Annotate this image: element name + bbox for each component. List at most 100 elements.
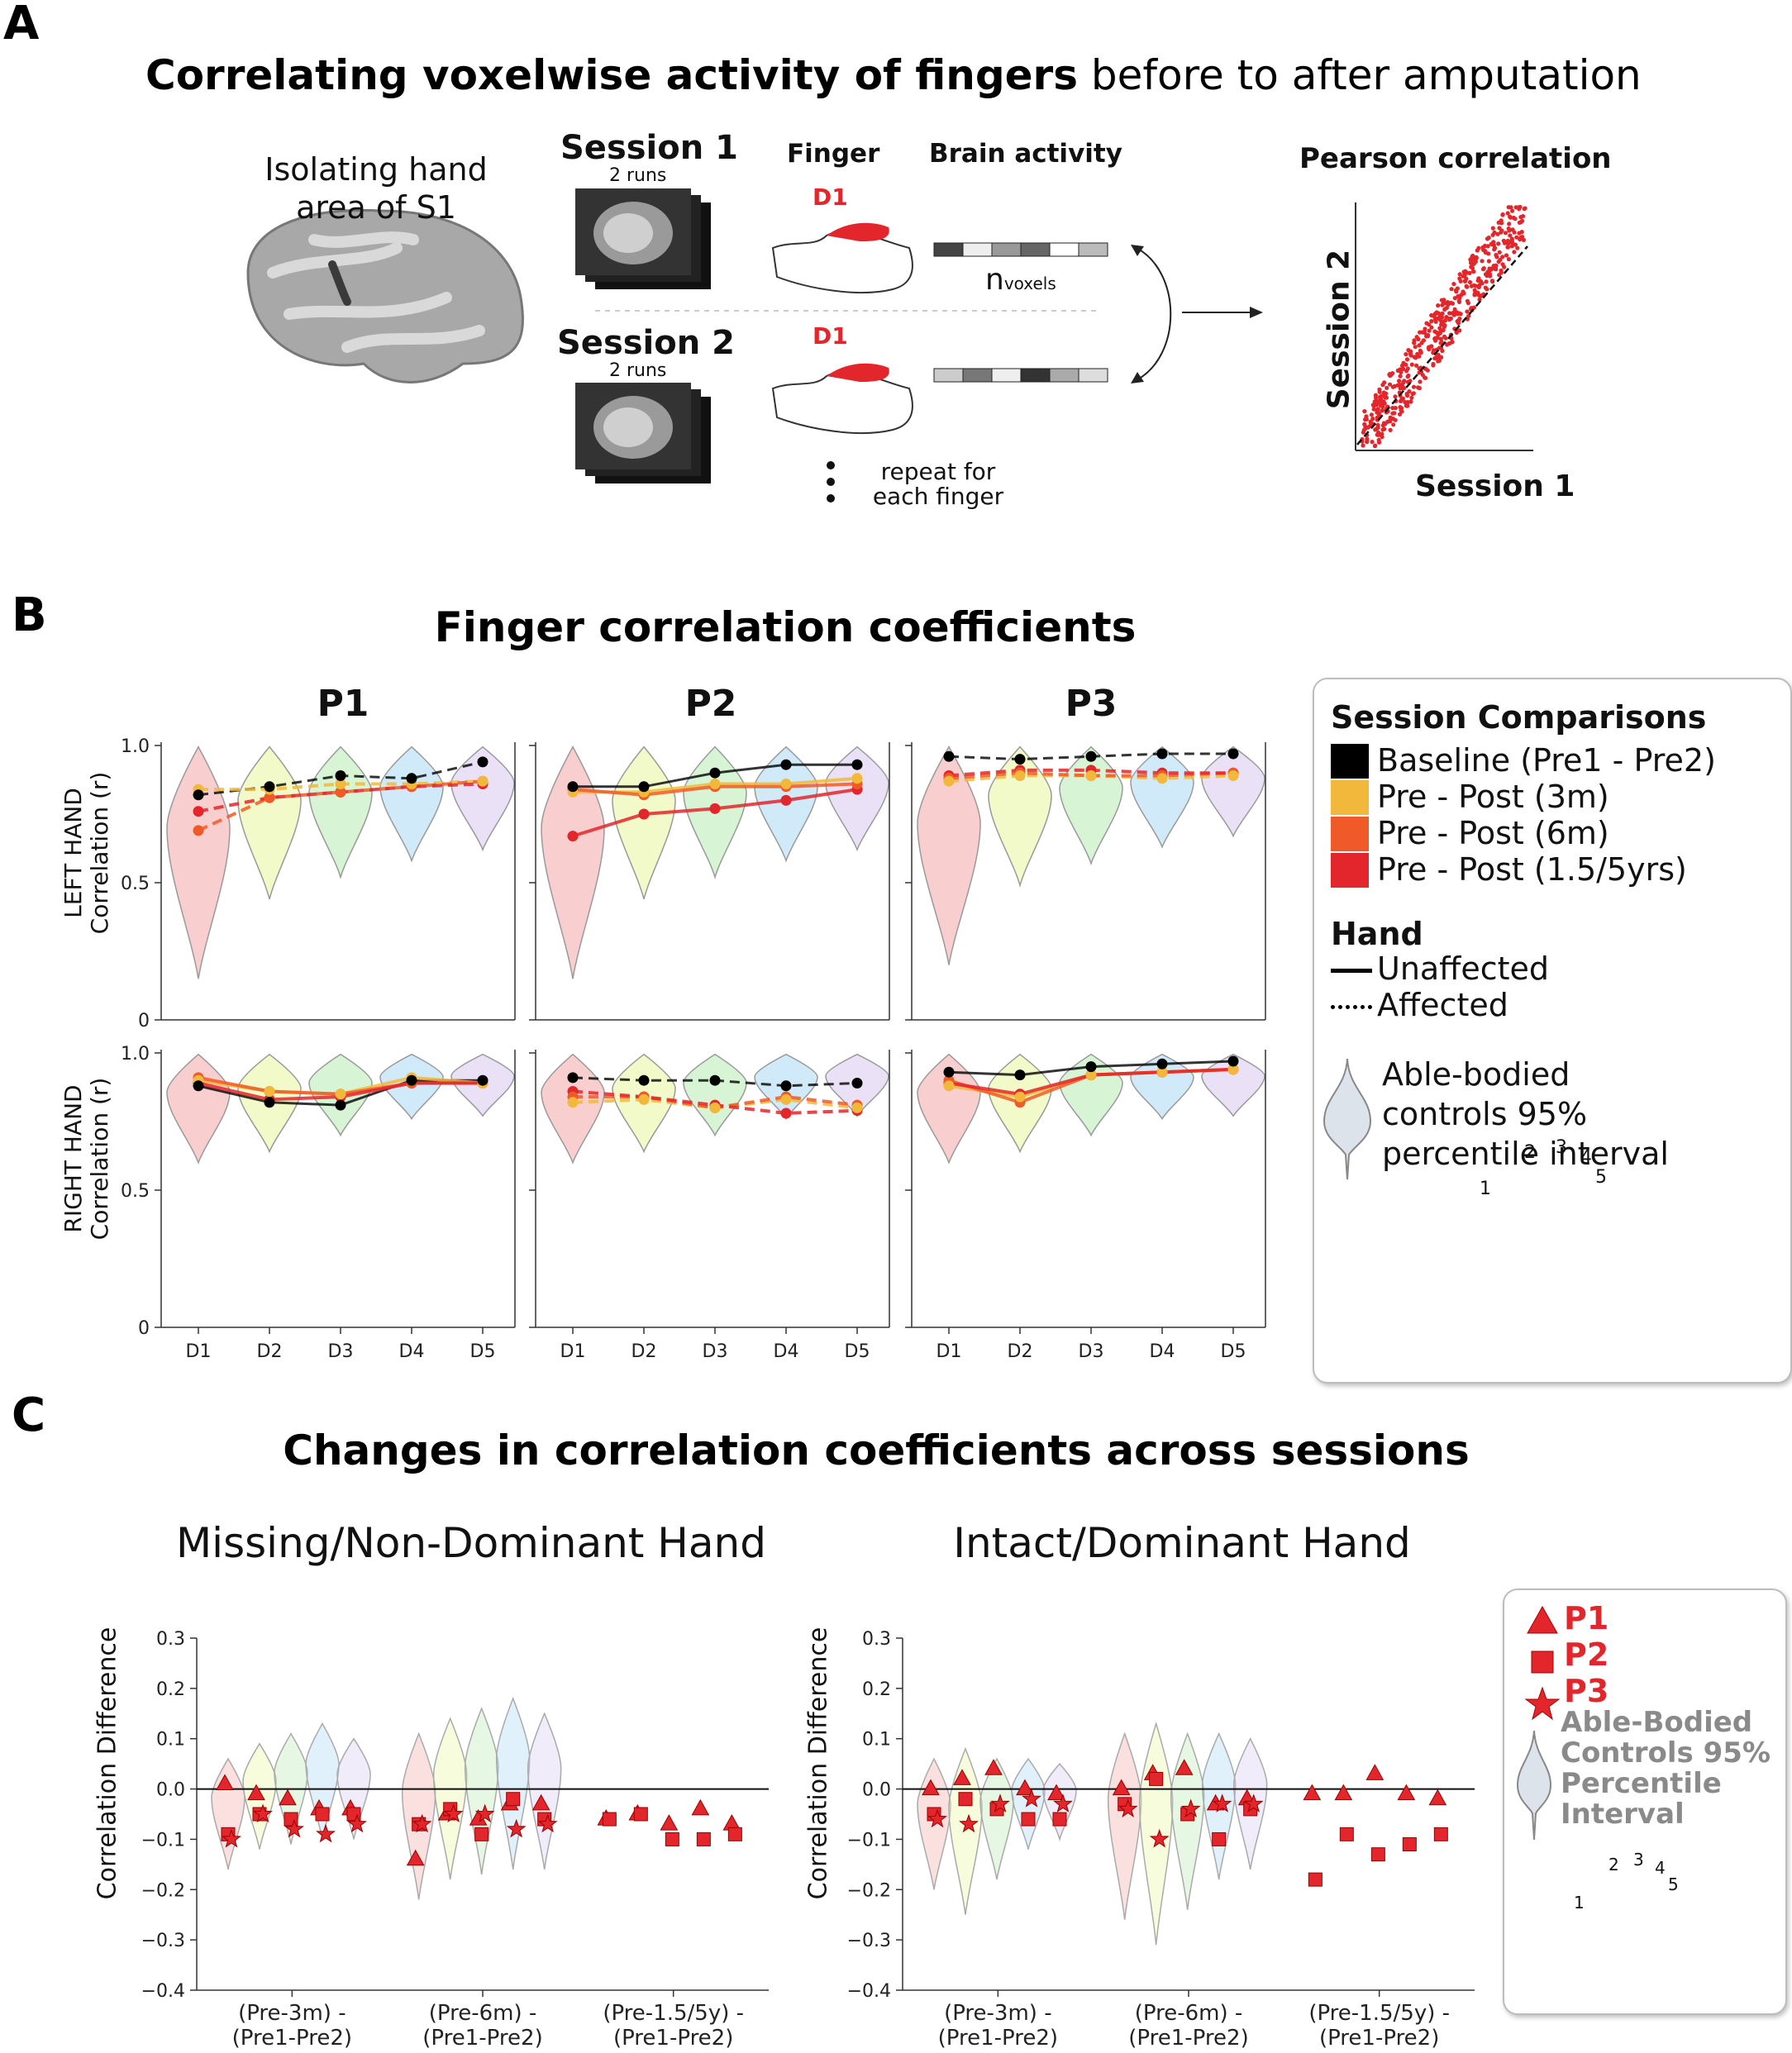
scatter-point bbox=[1427, 328, 1432, 333]
c-missing-p3-marker bbox=[222, 1828, 241, 1848]
b-p1-right-xtick-label: D1 bbox=[186, 1341, 212, 1362]
compare-arrow bbox=[1136, 247, 1172, 381]
brain-activity-header: Brain activity bbox=[929, 139, 1122, 169]
panel-b-title: Finger correlation coefficients bbox=[434, 603, 1137, 651]
scatter-point bbox=[1398, 386, 1403, 391]
scatter-point bbox=[1401, 380, 1406, 385]
scatter-point bbox=[1438, 328, 1443, 334]
b-p3-right-xtick-label: D2 bbox=[1008, 1341, 1033, 1362]
session2-runs: 2 runs bbox=[609, 360, 667, 381]
scatter-point bbox=[1501, 238, 1506, 243]
b-p1-left-ytick-label: 0.5 bbox=[121, 874, 150, 894]
c-intact-xtick-label: (Pre1-Pre2) bbox=[938, 2026, 1058, 2051]
scatter-point bbox=[1499, 228, 1504, 233]
scatter-point bbox=[1507, 221, 1512, 226]
scatter-point bbox=[1387, 382, 1393, 387]
scatter-point bbox=[1376, 440, 1382, 445]
c-missing-ytick-label: 0.2 bbox=[156, 1679, 185, 1700]
b-p3-right-point-0-3 bbox=[1156, 1058, 1168, 1069]
scatter-point bbox=[1496, 220, 1501, 225]
c-intact-p2-marker bbox=[1021, 1812, 1036, 1827]
b-p1-left-violin-d3 bbox=[308, 745, 373, 879]
scatter-point bbox=[1390, 371, 1395, 376]
c-intact-p3-marker bbox=[1243, 1793, 1264, 1812]
scatter-point bbox=[1382, 426, 1387, 431]
c-intact-p3-marker bbox=[1118, 1798, 1138, 1818]
c-missing-violin bbox=[495, 1696, 531, 1870]
scatter-point bbox=[1449, 287, 1454, 292]
b-p1-left-point-1-4 bbox=[477, 775, 489, 787]
c-intact-p3-marker bbox=[927, 1808, 947, 1828]
scatter-point bbox=[1510, 241, 1515, 245]
scatter-point bbox=[1397, 412, 1403, 417]
scatter-point bbox=[1481, 266, 1486, 271]
c-missing-p1-marker bbox=[531, 1793, 550, 1811]
scatter-point bbox=[1404, 357, 1410, 362]
scatter-point bbox=[1475, 290, 1480, 295]
scatter-point bbox=[1492, 247, 1497, 252]
b-p2-left-point-0-0 bbox=[567, 781, 579, 793]
scatter-point bbox=[1364, 417, 1369, 422]
scatter-point bbox=[1393, 417, 1398, 422]
b-p3-right-point-1-2 bbox=[1085, 1069, 1097, 1081]
legend-unaffected: Unaffected bbox=[1377, 950, 1550, 987]
panel-a-title: Correlating voxelwise activity of finger… bbox=[145, 51, 1642, 99]
scatter-point bbox=[1429, 319, 1434, 324]
scatter-point bbox=[1405, 393, 1410, 398]
scatter-point bbox=[1437, 345, 1442, 350]
c-missing-p2-marker bbox=[506, 1792, 521, 1807]
c-intact-p1-marker bbox=[953, 1769, 971, 1785]
b-p1-left-point-0-3 bbox=[406, 773, 417, 784]
b-p1-right-violin-d1 bbox=[166, 1053, 231, 1165]
b-p1-right-point-0-2 bbox=[335, 1099, 346, 1111]
c-missing-p1-marker bbox=[406, 1849, 425, 1866]
scatter-point bbox=[1488, 274, 1493, 279]
scatter-point bbox=[1439, 298, 1444, 302]
scatter-point bbox=[1412, 341, 1417, 345]
b-p1-right-ytick-label: 0 bbox=[138, 1318, 150, 1339]
scatter-point bbox=[1362, 409, 1367, 414]
scatter-point bbox=[1378, 397, 1383, 402]
c-intact-ytick-label: 0.0 bbox=[862, 1780, 891, 1801]
c-intact-p3-marker bbox=[1212, 1793, 1232, 1812]
scatter-point bbox=[1442, 323, 1447, 328]
b-p2-right-point-1-2 bbox=[709, 1102, 721, 1113]
c-intact-p3-marker bbox=[959, 1813, 979, 1833]
legend-item-3m: Pre - Post (3m) bbox=[1377, 779, 1609, 815]
c-missing-p3-marker bbox=[506, 1818, 527, 1838]
scatter-point bbox=[1429, 325, 1434, 330]
scatter-point bbox=[1508, 233, 1513, 238]
legend-c-violin-label: Able-Bodied Controls 95% Percentile Interva… bbox=[1561, 1706, 1771, 1831]
scatter-point bbox=[1510, 208, 1515, 213]
c-ylabel-left: Correlation Difference bbox=[93, 1627, 122, 1900]
c-missing-p3-marker bbox=[253, 1803, 273, 1823]
scatter-ylabel: Session 2 bbox=[1322, 249, 1356, 410]
scatter-point bbox=[1374, 395, 1379, 400]
c-intact-violin bbox=[1138, 1721, 1174, 1946]
axes-b: 0 0.5 1.0 0 0.5 1.0 D1 D2 D3 D4 D5 D1 D2 D3 D4 D5 D1 D2 D3… bbox=[121, 736, 1266, 1362]
scatter-point bbox=[1380, 431, 1385, 436]
scatter-point bbox=[1458, 312, 1463, 317]
c-intact-violin bbox=[979, 1757, 1014, 1880]
scatter-point bbox=[1456, 293, 1461, 299]
b-p2-right-point-3-3 bbox=[780, 1107, 792, 1119]
scatter-point bbox=[1401, 360, 1406, 365]
c-missing-ytick-label: −0.4 bbox=[141, 1981, 185, 2002]
b-p3-left-violin-d2 bbox=[988, 745, 1052, 888]
b-p1-left-violin-d2 bbox=[237, 745, 302, 902]
c-missing-xtick-label: (Pre-6m) - bbox=[429, 2001, 537, 2026]
scatter-point bbox=[1406, 348, 1411, 353]
c-missing-violin bbox=[305, 1722, 340, 1840]
scatter-point bbox=[1469, 260, 1474, 264]
scatter-point bbox=[1401, 386, 1407, 391]
b-p1-right-ytick-label: 1.0 bbox=[121, 1044, 150, 1065]
scatter-point bbox=[1497, 273, 1502, 278]
scatter-point bbox=[1500, 262, 1505, 267]
b-p1-left-point-0-1 bbox=[264, 781, 275, 793]
b-p3-left-violin-d4 bbox=[1130, 745, 1194, 849]
b-p1-right-xtick-label: D3 bbox=[328, 1341, 354, 1362]
c-intact-xtick-label: (Pre-3m) - bbox=[944, 2001, 1052, 2026]
b-p3-left-point-1-2 bbox=[1085, 770, 1097, 781]
scatter-point bbox=[1371, 407, 1376, 412]
scatter-point bbox=[1424, 321, 1429, 326]
